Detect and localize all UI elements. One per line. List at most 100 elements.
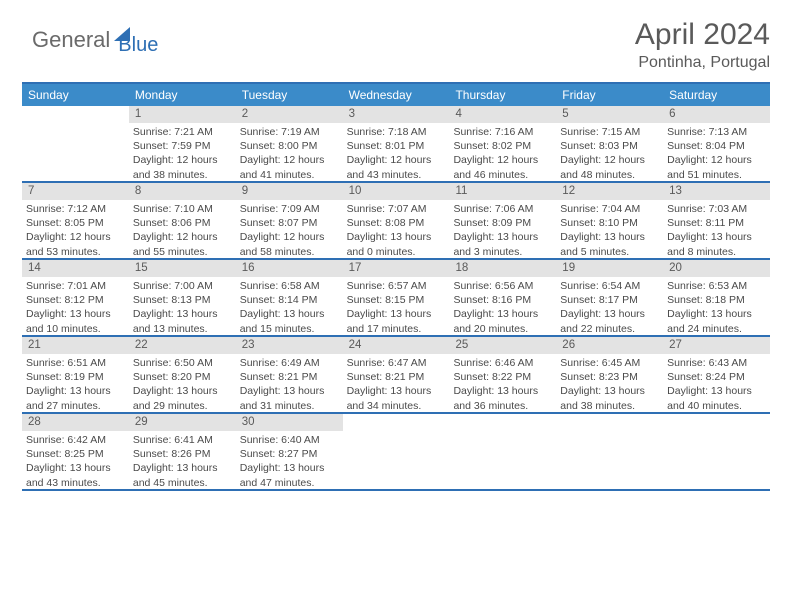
daylight-text: Daylight: 13 hours xyxy=(560,384,659,398)
sunset-text: Sunset: 8:27 PM xyxy=(240,447,339,461)
sunrise-text: Sunrise: 7:00 AM xyxy=(133,279,232,293)
sunset-text: Sunset: 8:16 PM xyxy=(453,293,552,307)
sunset-text: Sunset: 8:25 PM xyxy=(26,447,125,461)
daylight-text: and 22 minutes. xyxy=(560,322,659,336)
day-cell xyxy=(22,123,129,181)
day-cell: Sunrise: 6:57 AMSunset: 8:15 PMDaylight:… xyxy=(343,277,450,335)
day-cell: Sunrise: 7:01 AMSunset: 8:12 PMDaylight:… xyxy=(22,277,129,335)
sunset-text: Sunset: 8:04 PM xyxy=(667,139,766,153)
sunrise-text: Sunrise: 7:10 AM xyxy=(133,202,232,216)
sunset-text: Sunset: 8:17 PM xyxy=(560,293,659,307)
day-cell: Sunrise: 6:53 AMSunset: 8:18 PMDaylight:… xyxy=(663,277,770,335)
day-cell: Sunrise: 7:09 AMSunset: 8:07 PMDaylight:… xyxy=(236,200,343,258)
day-number: 19 xyxy=(556,260,663,277)
day-cell: Sunrise: 7:04 AMSunset: 8:10 PMDaylight:… xyxy=(556,200,663,258)
sunset-text: Sunset: 8:11 PM xyxy=(667,216,766,230)
daylight-text: and 29 minutes. xyxy=(133,399,232,413)
sunrise-text: Sunrise: 7:04 AM xyxy=(560,202,659,216)
daylight-text: and 24 minutes. xyxy=(667,322,766,336)
daylight-text: and 20 minutes. xyxy=(453,322,552,336)
day-number: 18 xyxy=(449,260,556,277)
daylight-text: and 0 minutes. xyxy=(347,245,446,259)
daylight-text: Daylight: 13 hours xyxy=(133,307,232,321)
day-cell: Sunrise: 6:41 AMSunset: 8:26 PMDaylight:… xyxy=(129,431,236,489)
day-cell: Sunrise: 6:54 AMSunset: 8:17 PMDaylight:… xyxy=(556,277,663,335)
sunset-text: Sunset: 8:15 PM xyxy=(347,293,446,307)
sunset-text: Sunset: 8:26 PM xyxy=(133,447,232,461)
daylight-text: Daylight: 13 hours xyxy=(240,307,339,321)
daylight-text: Daylight: 12 hours xyxy=(453,153,552,167)
title-block: April 2024 Pontinha, Portugal xyxy=(635,18,770,72)
daylight-text: and 10 minutes. xyxy=(26,322,125,336)
daylight-text: and 3 minutes. xyxy=(453,245,552,259)
day-number: 22 xyxy=(129,337,236,354)
day-number: 21 xyxy=(22,337,129,354)
sunset-text: Sunset: 8:21 PM xyxy=(240,370,339,384)
day-number-row: 21222324252627 xyxy=(22,337,770,354)
sunrise-text: Sunrise: 6:57 AM xyxy=(347,279,446,293)
sunset-text: Sunset: 8:05 PM xyxy=(26,216,125,230)
sunset-text: Sunset: 8:22 PM xyxy=(453,370,552,384)
daylight-text: Daylight: 13 hours xyxy=(347,230,446,244)
daylight-text: and 36 minutes. xyxy=(453,399,552,413)
day-cell: Sunrise: 6:51 AMSunset: 8:19 PMDaylight:… xyxy=(22,354,129,412)
daylight-text: Daylight: 13 hours xyxy=(240,461,339,475)
sunrise-text: Sunrise: 7:06 AM xyxy=(453,202,552,216)
daylight-text: and 43 minutes. xyxy=(26,476,125,490)
sunset-text: Sunset: 8:00 PM xyxy=(240,139,339,153)
week-row: 14151617181920Sunrise: 7:01 AMSunset: 8:… xyxy=(22,260,770,337)
weekday-header: Friday xyxy=(556,84,663,106)
sunrise-text: Sunrise: 6:49 AM xyxy=(240,356,339,370)
sunrise-text: Sunrise: 6:46 AM xyxy=(453,356,552,370)
week-row: 123456Sunrise: 7:21 AMSunset: 7:59 PMDay… xyxy=(22,106,770,183)
day-number-row: 78910111213 xyxy=(22,183,770,200)
sunrise-text: Sunrise: 6:47 AM xyxy=(347,356,446,370)
logo-triangle-icon xyxy=(114,27,130,41)
day-number xyxy=(556,414,663,431)
day-number xyxy=(22,106,129,123)
sunrise-text: Sunrise: 6:56 AM xyxy=(453,279,552,293)
daylight-text: Daylight: 12 hours xyxy=(240,230,339,244)
sunrise-text: Sunrise: 7:16 AM xyxy=(453,125,552,139)
week-row: 78910111213Sunrise: 7:12 AMSunset: 8:05 … xyxy=(22,183,770,260)
day-cell: Sunrise: 6:43 AMSunset: 8:24 PMDaylight:… xyxy=(663,354,770,412)
sunrise-text: Sunrise: 6:50 AM xyxy=(133,356,232,370)
sunrise-text: Sunrise: 6:54 AM xyxy=(560,279,659,293)
day-number: 4 xyxy=(449,106,556,123)
sunrise-text: Sunrise: 7:19 AM xyxy=(240,125,339,139)
day-number xyxy=(343,414,450,431)
day-number: 24 xyxy=(343,337,450,354)
daylight-text: Daylight: 13 hours xyxy=(560,230,659,244)
day-number: 23 xyxy=(236,337,343,354)
sunrise-text: Sunrise: 7:01 AM xyxy=(26,279,125,293)
day-body-row: Sunrise: 7:01 AMSunset: 8:12 PMDaylight:… xyxy=(22,277,770,335)
day-cell xyxy=(556,431,663,489)
day-cell: Sunrise: 7:10 AMSunset: 8:06 PMDaylight:… xyxy=(129,200,236,258)
sunrise-text: Sunrise: 7:21 AM xyxy=(133,125,232,139)
daylight-text: and 13 minutes. xyxy=(133,322,232,336)
sunrise-text: Sunrise: 7:15 AM xyxy=(560,125,659,139)
day-body-row: Sunrise: 7:12 AMSunset: 8:05 PMDaylight:… xyxy=(22,200,770,258)
sunset-text: Sunset: 8:10 PM xyxy=(560,216,659,230)
daylight-text: Daylight: 12 hours xyxy=(26,230,125,244)
daylight-text: Daylight: 13 hours xyxy=(133,384,232,398)
day-cell: Sunrise: 6:49 AMSunset: 8:21 PMDaylight:… xyxy=(236,354,343,412)
day-number: 16 xyxy=(236,260,343,277)
sunset-text: Sunset: 8:19 PM xyxy=(26,370,125,384)
logo: General Blue xyxy=(32,22,158,57)
sunset-text: Sunset: 7:59 PM xyxy=(133,139,232,153)
daylight-text: Daylight: 13 hours xyxy=(133,461,232,475)
daylight-text: Daylight: 13 hours xyxy=(453,307,552,321)
daylight-text: Daylight: 12 hours xyxy=(560,153,659,167)
day-number xyxy=(449,414,556,431)
sunrise-text: Sunrise: 7:09 AM xyxy=(240,202,339,216)
daylight-text: Daylight: 13 hours xyxy=(347,384,446,398)
sunset-text: Sunset: 8:18 PM xyxy=(667,293,766,307)
daylight-text: and 8 minutes. xyxy=(667,245,766,259)
sunrise-text: Sunrise: 6:41 AM xyxy=(133,433,232,447)
daylight-text: and 40 minutes. xyxy=(667,399,766,413)
sunrise-text: Sunrise: 7:13 AM xyxy=(667,125,766,139)
day-number: 2 xyxy=(236,106,343,123)
sunset-text: Sunset: 8:21 PM xyxy=(347,370,446,384)
day-number: 28 xyxy=(22,414,129,431)
